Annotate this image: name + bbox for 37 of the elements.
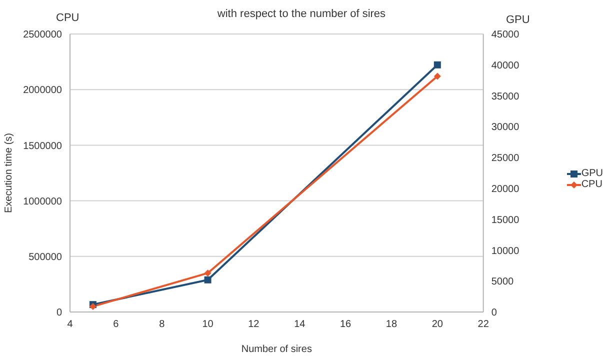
text: CPU	[56, 12, 80, 24]
y-tick-label: 2500000	[23, 30, 62, 41]
x-tick-label: 20	[432, 319, 444, 330]
x-tick-label: 12	[248, 319, 260, 330]
legend-label: CPU	[581, 179, 602, 190]
point	[204, 270, 212, 277]
y-tick-label: 500000	[28, 252, 62, 263]
x-tick-label: 8	[159, 319, 166, 330]
point	[204, 276, 212, 284]
y2-tick-label: 45000	[491, 30, 520, 41]
x-tick-label: 6	[113, 319, 120, 330]
y2-tick-label: 35000	[491, 91, 520, 102]
y2-tick-label: 10000	[491, 246, 520, 257]
x-tick-label: 16	[340, 319, 352, 330]
x-tick-label: 22	[478, 319, 490, 330]
y2-tick-label: 25000	[491, 153, 520, 164]
x-tick-label: 14	[294, 319, 306, 330]
legend-label: GPU	[581, 168, 603, 179]
text: GPU	[506, 14, 530, 26]
y-tick-label: 1000000	[23, 196, 62, 208]
point	[434, 61, 441, 68]
y2-tick-label: 40000	[491, 60, 520, 72]
y-tick-label: 0	[56, 308, 62, 319]
y2-tick-label: 5000	[491, 276, 514, 288]
x-tick-label: 4	[67, 319, 74, 330]
y-axis-title: Execution time (s)	[4, 132, 15, 214]
x-tick-label: 18	[386, 319, 398, 330]
x-axis-title: Number of sires	[241, 344, 312, 355]
y-tick-label: 1500000	[23, 140, 62, 152]
x-tick-label: 10	[202, 319, 214, 330]
y2-tick-label: 15000	[491, 214, 520, 226]
y2-tick-label: 30000	[491, 122, 520, 134]
chart-title: with respect to the number of sires	[217, 8, 386, 20]
y2-tick-label: 0	[491, 308, 498, 319]
y2-tick-label: 20000	[491, 184, 520, 195]
point	[434, 72, 441, 80]
y-tick-label: 2000000	[23, 85, 62, 96]
